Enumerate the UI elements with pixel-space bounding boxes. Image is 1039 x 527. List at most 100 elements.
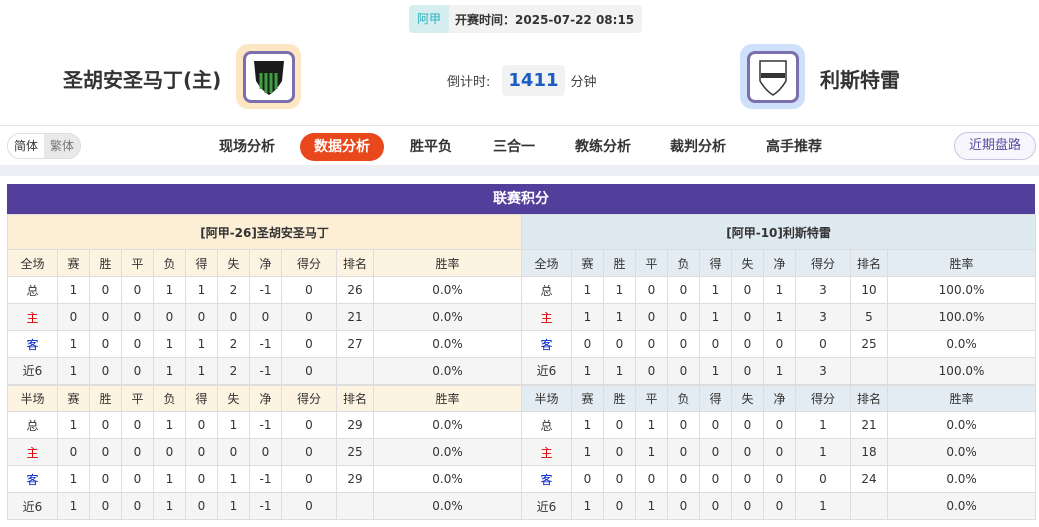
cell: 29 [336, 465, 374, 493]
cell: 0 [667, 438, 700, 466]
cell: 0 [731, 330, 764, 358]
recent-handicap-button[interactable]: 近期盘路 [954, 132, 1036, 160]
cell: 0 [635, 465, 668, 493]
cell: -1 [249, 330, 282, 358]
cell: 1 [795, 438, 851, 466]
cell: 0 [731, 276, 764, 304]
column-header: 失 [731, 249, 764, 277]
tab-referee-analysis[interactable]: 裁判分析 [670, 139, 726, 155]
cell: 0 [603, 330, 636, 358]
row-label: 总 [7, 411, 58, 439]
cell: 0 [89, 276, 122, 304]
row-label: 客 [7, 465, 58, 493]
cell: 0 [699, 465, 732, 493]
cell [850, 492, 888, 520]
cell: 0 [281, 330, 337, 358]
cell: 0.0% [372, 330, 523, 358]
column-header: 失 [731, 383, 764, 412]
cell: 1 [699, 276, 732, 304]
cell: 0.0% [372, 303, 523, 331]
cell: 21 [850, 411, 888, 439]
nav-bar: 简体 繁体 现场分析 数据分析 胜平负 三合一 教练分析 裁判分析 高手推荐 近… [0, 125, 1039, 165]
league-badge[interactable]: 阿甲 [409, 5, 450, 33]
cell: 1 [153, 411, 186, 439]
tab-three-in-one[interactable]: 三合一 [493, 139, 535, 155]
shield-icon [253, 60, 284, 95]
table-row: 近6 1 1 0 0 1 0 1 3 100.0% [521, 357, 1037, 385]
cell: 0.0% [372, 357, 523, 385]
cell: 0 [281, 492, 337, 520]
home-team-name[interactable]: 圣胡安圣马丁(主) [63, 68, 222, 92]
column-header: 得 [185, 383, 218, 412]
column-header: 胜 [89, 383, 122, 412]
column-header: 胜 [603, 249, 636, 277]
cell: 0 [121, 492, 154, 520]
cell: 1 [699, 357, 732, 385]
cell: 1 [635, 492, 668, 520]
tab-expert-picks[interactable]: 高手推荐 [766, 139, 822, 155]
cell: 0 [603, 465, 636, 493]
table-row: 主 1 0 1 0 0 0 0 1 18 0.0% [521, 438, 1037, 466]
cell: 100.0% [886, 303, 1037, 331]
tab-live-analysis[interactable]: 现场分析 [219, 139, 275, 155]
cell: 1 [57, 357, 90, 385]
column-header: 平 [121, 249, 154, 277]
away-team-logo[interactable] [740, 44, 805, 109]
row-label: 客 [521, 465, 572, 493]
row-label: 总 [521, 276, 572, 304]
cell: 0 [121, 357, 154, 385]
cell: 0 [249, 438, 282, 466]
tab-coach-analysis[interactable]: 教练分析 [575, 139, 631, 155]
table-row: 总 1 1 0 0 1 0 1 3 10 100.0% [521, 276, 1037, 304]
column-header: 全场 [7, 249, 58, 277]
cell: 0 [795, 330, 851, 358]
cell: 0 [89, 411, 122, 439]
tab-win-draw-lose[interactable]: 胜平负 [410, 139, 452, 155]
team-standings-title: [阿甲-26]圣胡安圣马丁 [6, 214, 523, 250]
cell: 2 [217, 330, 250, 358]
cell: 0 [603, 438, 636, 466]
league-standings: 联赛积分 [阿甲-26]圣胡安圣马丁 全场赛胜平负得失净得分 排名 胜率总 1 0 0 1 1 2… [6, 184, 1037, 520]
cell: 0 [699, 438, 732, 466]
cell: 5 [850, 303, 888, 331]
cell: 21 [336, 303, 374, 331]
away-team-name[interactable]: 利斯特雷 [820, 68, 900, 92]
row-label: 总 [7, 276, 58, 304]
row-label: 近6 [7, 357, 58, 385]
language-toggle[interactable]: 简体 繁体 [7, 133, 82, 159]
column-header: 失 [217, 383, 250, 412]
header-row: 半场赛胜平负得失净得分 排名 胜率 [7, 383, 523, 412]
home-team-logo[interactable] [236, 44, 301, 109]
column-header: 胜 [89, 249, 122, 277]
column-header: 胜 [603, 383, 636, 412]
cell: 1 [57, 492, 90, 520]
cell: 1 [153, 357, 186, 385]
cell: 0 [571, 330, 604, 358]
cell: 1 [571, 276, 604, 304]
row-label: 总 [521, 411, 572, 439]
column-header: 负 [667, 249, 700, 277]
cell: 0 [763, 411, 796, 439]
cell: 0 [281, 411, 337, 439]
cell: 1 [153, 465, 186, 493]
row-label: 主 [521, 438, 572, 466]
column-header: 负 [153, 383, 186, 412]
cell: 1 [571, 411, 604, 439]
cell: 0 [281, 303, 337, 331]
cell: 1 [635, 411, 668, 439]
cell: 29 [336, 411, 374, 439]
cell: 10 [850, 276, 888, 304]
lang-traditional[interactable]: 繁体 [44, 134, 81, 158]
cell: 0 [121, 276, 154, 304]
cell: 0 [731, 438, 764, 466]
cell: 1 [571, 438, 604, 466]
tab-data-analysis[interactable]: 数据分析 [300, 133, 384, 161]
cell: 0 [89, 303, 122, 331]
cell [336, 357, 374, 385]
lang-simplified[interactable]: 简体 [8, 134, 45, 158]
column-header: 得 [699, 249, 732, 277]
cell: 0 [185, 438, 218, 466]
cell: 1 [217, 411, 250, 439]
cell: 100.0% [886, 357, 1037, 385]
cell: 1 [763, 357, 796, 385]
